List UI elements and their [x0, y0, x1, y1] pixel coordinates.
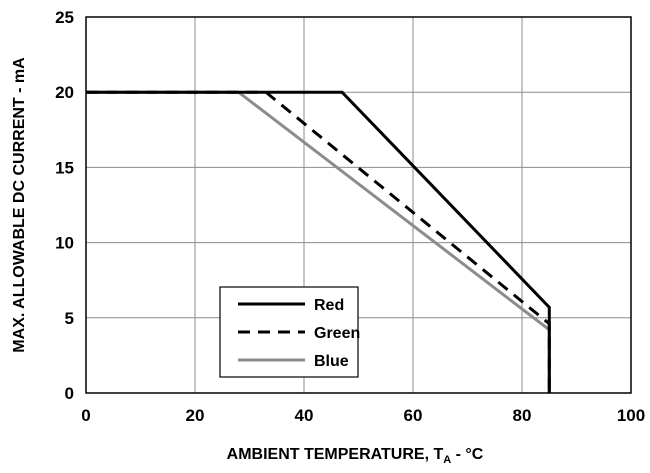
- y-tick-label: 0: [65, 384, 74, 403]
- x-axis-title-main: AMBIENT TEMPERATURE, T: [227, 446, 444, 463]
- legend-label-green: Green: [314, 325, 360, 342]
- tick-labels: 0 20 40 60 80 100 0 5 10 15 20 25: [55, 8, 645, 425]
- x-tick-label: 0: [81, 406, 90, 425]
- y-tick-label: 15: [55, 158, 74, 177]
- legend-label-red: Red: [314, 297, 344, 314]
- y-tick-label: 20: [55, 83, 74, 102]
- y-tick-label: 5: [65, 309, 74, 328]
- x-axis-title-subscript: A: [443, 454, 451, 466]
- x-tick-label: 80: [513, 406, 532, 425]
- x-tick-label: 60: [404, 406, 423, 425]
- x-axis-title-suffix: - °C: [451, 446, 484, 463]
- series-lines: [86, 90, 551, 393]
- legend: Red Green Blue: [219, 286, 360, 378]
- legend-label-blue: Blue: [314, 353, 349, 370]
- series-line-red: [86, 90, 551, 393]
- y-axis-title: MAX. ALLOWABLE DC CURRENT - mA: [11, 57, 28, 353]
- x-tick-label: 20: [186, 406, 205, 425]
- x-axis-title: AMBIENT TEMPERATURE, TA - °C: [227, 446, 484, 466]
- x-tick-label: 40: [295, 406, 314, 425]
- plot-area-border: [85, 16, 632, 394]
- y-tick-label: 10: [55, 234, 74, 253]
- y-tick-label: 25: [55, 8, 74, 27]
- x-tick-label: 100: [617, 406, 645, 425]
